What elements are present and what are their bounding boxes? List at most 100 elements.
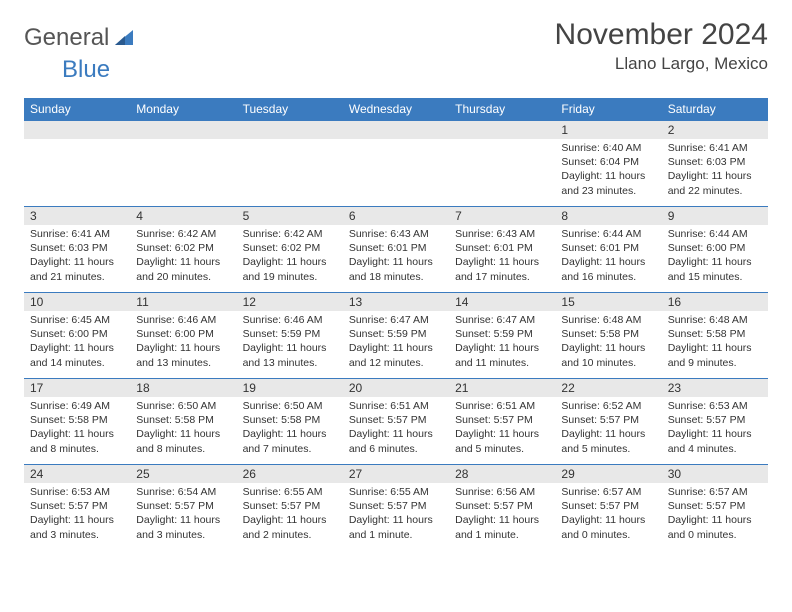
day-number: 16 bbox=[662, 293, 768, 311]
day-details: Sunrise: 6:55 AMSunset: 5:57 PMDaylight:… bbox=[237, 483, 343, 546]
day-details: Sunrise: 6:50 AMSunset: 5:58 PMDaylight:… bbox=[237, 397, 343, 460]
sunrise-text: Sunrise: 6:55 AM bbox=[349, 485, 443, 499]
day-details: Sunrise: 6:51 AMSunset: 5:57 PMDaylight:… bbox=[449, 397, 555, 460]
daylight-text: Daylight: 11 hours and 1 minute. bbox=[349, 513, 443, 541]
day-header: Wednesday bbox=[343, 98, 449, 121]
day-number: 22 bbox=[555, 379, 661, 397]
sunrise-text: Sunrise: 6:45 AM bbox=[30, 313, 124, 327]
sunrise-text: Sunrise: 6:51 AM bbox=[349, 399, 443, 413]
day-details: Sunrise: 6:42 AMSunset: 6:02 PMDaylight:… bbox=[130, 225, 236, 288]
sunset-text: Sunset: 6:02 PM bbox=[136, 241, 230, 255]
day-number: 30 bbox=[662, 465, 768, 483]
sunset-text: Sunset: 6:01 PM bbox=[349, 241, 443, 255]
day-details: Sunrise: 6:54 AMSunset: 5:57 PMDaylight:… bbox=[130, 483, 236, 546]
sunset-text: Sunset: 5:57 PM bbox=[349, 413, 443, 427]
calendar-day-cell: 1Sunrise: 6:40 AMSunset: 6:04 PMDaylight… bbox=[555, 121, 661, 207]
day-number: 9 bbox=[662, 207, 768, 225]
day-header-row: Sunday Monday Tuesday Wednesday Thursday… bbox=[24, 98, 768, 121]
daylight-text: Daylight: 11 hours and 21 minutes. bbox=[30, 255, 124, 283]
sunrise-text: Sunrise: 6:43 AM bbox=[455, 227, 549, 241]
day-details: Sunrise: 6:53 AMSunset: 5:57 PMDaylight:… bbox=[662, 397, 768, 460]
calendar-day-cell bbox=[130, 121, 236, 207]
sunset-text: Sunset: 5:57 PM bbox=[561, 499, 655, 513]
day-number bbox=[343, 121, 449, 139]
day-header: Saturday bbox=[662, 98, 768, 121]
day-details: Sunrise: 6:51 AMSunset: 5:57 PMDaylight:… bbox=[343, 397, 449, 460]
day-details: Sunrise: 6:41 AMSunset: 6:03 PMDaylight:… bbox=[24, 225, 130, 288]
day-details: Sunrise: 6:47 AMSunset: 5:59 PMDaylight:… bbox=[449, 311, 555, 374]
calendar-day-cell bbox=[237, 121, 343, 207]
calendar-week-row: 10Sunrise: 6:45 AMSunset: 6:00 PMDayligh… bbox=[24, 293, 768, 379]
title-block: November 2024 Llano Largo, Mexico bbox=[555, 18, 768, 74]
day-number: 8 bbox=[555, 207, 661, 225]
day-number: 17 bbox=[24, 379, 130, 397]
sunrise-text: Sunrise: 6:50 AM bbox=[243, 399, 337, 413]
daylight-text: Daylight: 11 hours and 3 minutes. bbox=[136, 513, 230, 541]
day-header: Sunday bbox=[24, 98, 130, 121]
day-number bbox=[24, 121, 130, 139]
day-details: Sunrise: 6:41 AMSunset: 6:03 PMDaylight:… bbox=[662, 139, 768, 202]
day-number: 5 bbox=[237, 207, 343, 225]
sunrise-text: Sunrise: 6:55 AM bbox=[243, 485, 337, 499]
day-details: Sunrise: 6:46 AMSunset: 6:00 PMDaylight:… bbox=[130, 311, 236, 374]
sunset-text: Sunset: 5:58 PM bbox=[668, 327, 762, 341]
day-number: 23 bbox=[662, 379, 768, 397]
sunset-text: Sunset: 5:57 PM bbox=[668, 499, 762, 513]
daylight-text: Daylight: 11 hours and 9 minutes. bbox=[668, 341, 762, 369]
calendar-day-cell bbox=[343, 121, 449, 207]
day-details: Sunrise: 6:43 AMSunset: 6:01 PMDaylight:… bbox=[343, 225, 449, 288]
calendar-day-cell: 3Sunrise: 6:41 AMSunset: 6:03 PMDaylight… bbox=[24, 207, 130, 293]
calendar-day-cell: 12Sunrise: 6:46 AMSunset: 5:59 PMDayligh… bbox=[237, 293, 343, 379]
sunset-text: Sunset: 5:58 PM bbox=[136, 413, 230, 427]
day-details: Sunrise: 6:48 AMSunset: 5:58 PMDaylight:… bbox=[555, 311, 661, 374]
daylight-text: Daylight: 11 hours and 8 minutes. bbox=[30, 427, 124, 455]
daylight-text: Daylight: 11 hours and 6 minutes. bbox=[349, 427, 443, 455]
daylight-text: Daylight: 11 hours and 3 minutes. bbox=[30, 513, 124, 541]
calendar-day-cell: 29Sunrise: 6:57 AMSunset: 5:57 PMDayligh… bbox=[555, 465, 661, 551]
day-number: 15 bbox=[555, 293, 661, 311]
daylight-text: Daylight: 11 hours and 22 minutes. bbox=[668, 169, 762, 197]
day-number: 6 bbox=[343, 207, 449, 225]
daylight-text: Daylight: 11 hours and 10 minutes. bbox=[561, 341, 655, 369]
calendar-day-cell: 18Sunrise: 6:50 AMSunset: 5:58 PMDayligh… bbox=[130, 379, 236, 465]
daylight-text: Daylight: 11 hours and 0 minutes. bbox=[668, 513, 762, 541]
daylight-text: Daylight: 11 hours and 16 minutes. bbox=[561, 255, 655, 283]
day-number: 13 bbox=[343, 293, 449, 311]
sunset-text: Sunset: 5:57 PM bbox=[561, 413, 655, 427]
sunset-text: Sunset: 5:59 PM bbox=[455, 327, 549, 341]
day-number: 1 bbox=[555, 121, 661, 139]
sunset-text: Sunset: 6:04 PM bbox=[561, 155, 655, 169]
day-number: 26 bbox=[237, 465, 343, 483]
sunrise-text: Sunrise: 6:46 AM bbox=[243, 313, 337, 327]
sunrise-text: Sunrise: 6:57 AM bbox=[668, 485, 762, 499]
day-number: 27 bbox=[343, 465, 449, 483]
sunset-text: Sunset: 5:57 PM bbox=[349, 499, 443, 513]
day-details: Sunrise: 6:45 AMSunset: 6:00 PMDaylight:… bbox=[24, 311, 130, 374]
sunset-text: Sunset: 6:00 PM bbox=[668, 241, 762, 255]
calendar-week-row: 17Sunrise: 6:49 AMSunset: 5:58 PMDayligh… bbox=[24, 379, 768, 465]
sunrise-text: Sunrise: 6:53 AM bbox=[30, 485, 124, 499]
day-number: 19 bbox=[237, 379, 343, 397]
logo-sail-icon bbox=[113, 24, 137, 52]
sunrise-text: Sunrise: 6:43 AM bbox=[349, 227, 443, 241]
sunset-text: Sunset: 6:02 PM bbox=[243, 241, 337, 255]
day-details: Sunrise: 6:49 AMSunset: 5:58 PMDaylight:… bbox=[24, 397, 130, 460]
calendar-week-row: 3Sunrise: 6:41 AMSunset: 6:03 PMDaylight… bbox=[24, 207, 768, 293]
calendar-week-row: 24Sunrise: 6:53 AMSunset: 5:57 PMDayligh… bbox=[24, 465, 768, 551]
daylight-text: Daylight: 11 hours and 7 minutes. bbox=[243, 427, 337, 455]
sunrise-text: Sunrise: 6:47 AM bbox=[455, 313, 549, 327]
day-details: Sunrise: 6:57 AMSunset: 5:57 PMDaylight:… bbox=[662, 483, 768, 546]
daylight-text: Daylight: 11 hours and 12 minutes. bbox=[349, 341, 443, 369]
sunset-text: Sunset: 5:57 PM bbox=[30, 499, 124, 513]
sunset-text: Sunset: 5:58 PM bbox=[30, 413, 124, 427]
daylight-text: Daylight: 11 hours and 5 minutes. bbox=[455, 427, 549, 455]
calendar-day-cell: 23Sunrise: 6:53 AMSunset: 5:57 PMDayligh… bbox=[662, 379, 768, 465]
sunrise-text: Sunrise: 6:48 AM bbox=[561, 313, 655, 327]
sunrise-text: Sunrise: 6:46 AM bbox=[136, 313, 230, 327]
sunrise-text: Sunrise: 6:42 AM bbox=[136, 227, 230, 241]
daylight-text: Daylight: 11 hours and 2 minutes. bbox=[243, 513, 337, 541]
daylight-text: Daylight: 11 hours and 11 minutes. bbox=[455, 341, 549, 369]
sunset-text: Sunset: 6:01 PM bbox=[455, 241, 549, 255]
sunset-text: Sunset: 6:00 PM bbox=[30, 327, 124, 341]
day-details: Sunrise: 6:44 AMSunset: 6:00 PMDaylight:… bbox=[662, 225, 768, 288]
